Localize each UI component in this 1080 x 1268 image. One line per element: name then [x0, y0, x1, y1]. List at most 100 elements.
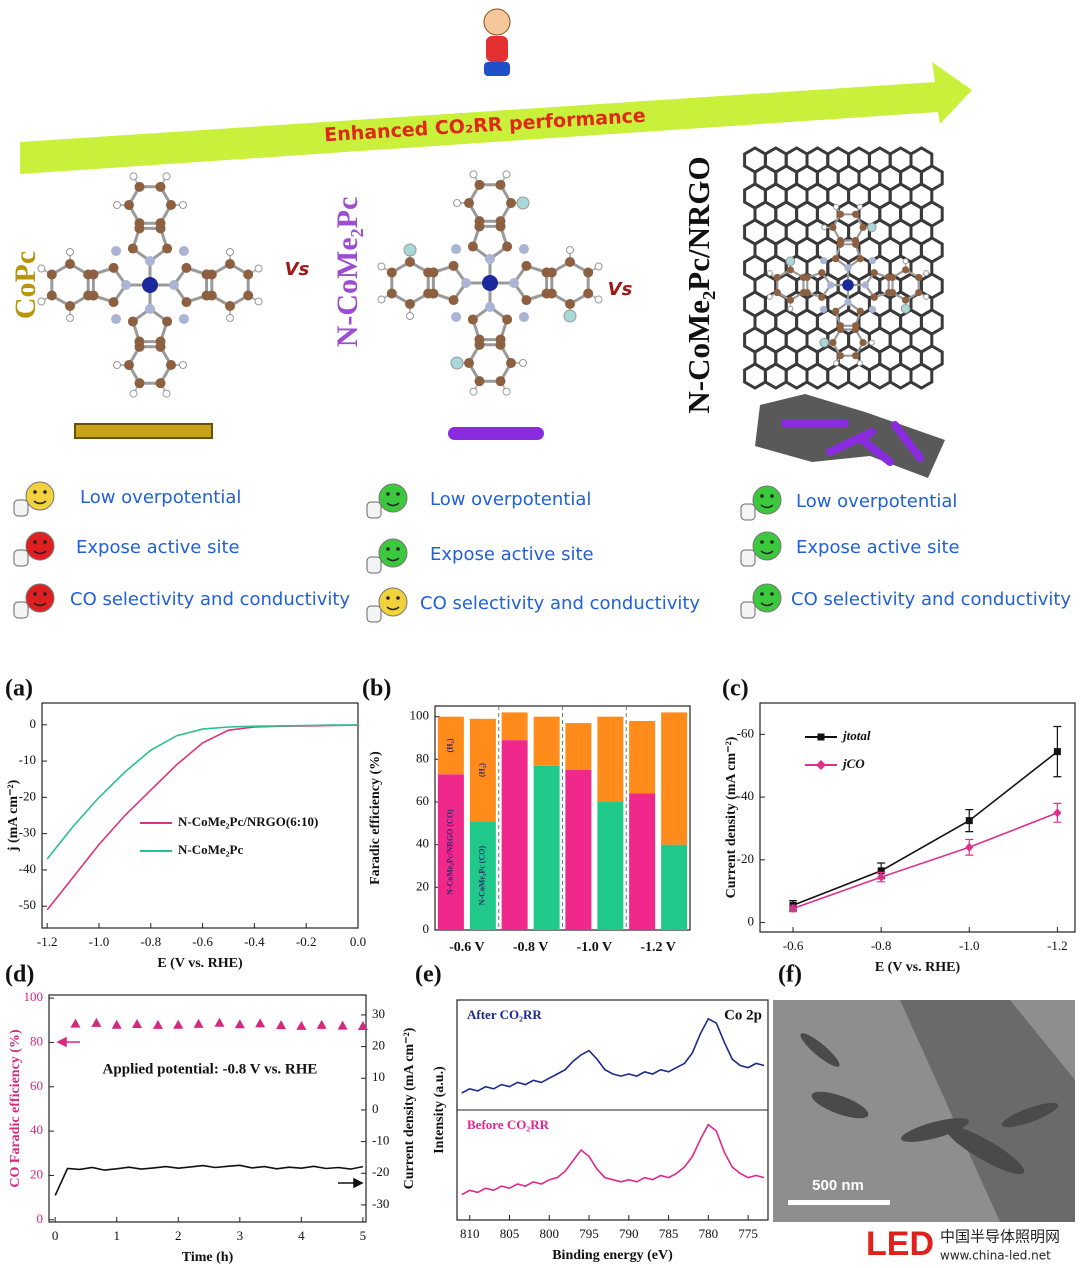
thumb-hand — [13, 549, 29, 567]
y-tick-label: 0 — [748, 914, 755, 929]
face-icon — [25, 481, 55, 511]
y2-tick-label: 0 — [372, 1101, 379, 1116]
bar-segment — [661, 712, 688, 845]
me2pc-rod — [826, 428, 876, 456]
bar-segment — [501, 740, 528, 930]
y2-axis-label: Current density (mA cm⁻²) — [402, 1027, 417, 1189]
marker — [337, 1020, 348, 1030]
bar-segment — [565, 770, 592, 930]
y2-tick-label: 20 — [372, 1038, 385, 1053]
hydrogen — [66, 314, 74, 322]
y-axis-label: j (mA cm⁻²) — [6, 779, 21, 852]
carbon — [502, 241, 513, 252]
carbon — [243, 269, 254, 280]
panel-label: (d) — [5, 962, 34, 988]
marker — [276, 1020, 287, 1030]
y-tick-label: 40 — [416, 836, 429, 851]
carbon — [836, 352, 845, 360]
panel-label: (a) — [5, 676, 33, 702]
hydrogen — [469, 170, 478, 179]
tem-rod — [945, 1125, 1025, 1175]
x-tick-label: 2 — [175, 1228, 182, 1243]
carbon — [474, 179, 485, 190]
hydrogen — [868, 339, 875, 346]
marker — [1053, 808, 1062, 818]
segment-label: (H₂) — [478, 763, 487, 777]
nitrogen — [509, 278, 519, 288]
plot-frame — [759, 702, 1076, 933]
marker — [214, 1017, 225, 1027]
nitrogen — [485, 254, 495, 264]
vs-label: Vs — [285, 259, 310, 280]
carbon — [162, 316, 173, 327]
y-tick-label: -20 — [19, 788, 36, 803]
marker — [234, 1019, 245, 1029]
hydrogen — [594, 262, 603, 271]
thumb-hand — [740, 549, 756, 567]
x-axis-label: E (V vs. RHE) — [875, 960, 961, 975]
face-icon — [25, 583, 55, 613]
x-tick-label: 5 — [360, 1228, 367, 1243]
catalyst-name: CoPc — [9, 251, 42, 319]
x-tick-label: 780 — [699, 1226, 719, 1241]
y-tick-label: 20 — [30, 1166, 43, 1181]
hydrogen — [377, 295, 386, 304]
marker — [316, 1019, 327, 1029]
x-tick-label: 4 — [298, 1228, 305, 1243]
hydrogen — [453, 199, 461, 207]
nitrogen — [485, 302, 495, 312]
copc-rod — [74, 423, 213, 439]
runner-body — [486, 36, 508, 62]
face-mouth — [386, 557, 400, 562]
carbon — [448, 260, 459, 271]
y2-tick-label: 10 — [372, 1069, 385, 1084]
scale-bar-label: 500 nm — [812, 1177, 864, 1194]
carbon — [832, 307, 840, 315]
legend-marker — [816, 760, 826, 770]
face-icon — [752, 485, 782, 515]
x-tick-label: -1.2 V — [640, 940, 676, 955]
watermark-logo: LED — [866, 1225, 934, 1263]
carbon — [851, 210, 860, 218]
hydrogen — [37, 297, 46, 306]
legend-label: jtotal — [841, 728, 871, 743]
carbon — [448, 295, 459, 306]
marker — [965, 842, 974, 852]
tem-rod — [1001, 1102, 1059, 1128]
carbon — [181, 262, 192, 273]
carbon — [108, 297, 119, 308]
y-axis-label: Faradic efficiency (%) — [368, 751, 383, 885]
bar-segment — [437, 774, 464, 930]
marker — [357, 1021, 368, 1031]
carbon — [46, 269, 57, 280]
x-tick-label: 785 — [659, 1226, 679, 1241]
carbon — [565, 299, 575, 309]
catalyst-name: N-CoMe₂Pc/NRGO — [681, 156, 716, 413]
face-icon — [378, 587, 408, 617]
y-axis-label: CO Faradic efficiency (%) — [8, 1029, 23, 1188]
carbon — [856, 255, 864, 263]
nitrogen — [868, 256, 877, 265]
nitrogen — [844, 298, 852, 306]
methyl — [819, 337, 830, 348]
face-mouth — [760, 504, 774, 509]
hydrogen — [502, 387, 511, 396]
x-tick-label: -0.4 — [244, 934, 265, 949]
hydrogen — [113, 201, 121, 209]
runner-head — [483, 8, 511, 36]
carbon — [225, 301, 235, 311]
face-eye — [386, 492, 390, 496]
data-line — [54, 1164, 364, 1196]
data-line — [792, 812, 1058, 910]
nitrogen — [844, 264, 852, 272]
methyl — [516, 196, 530, 210]
legend-label: N-CoMe₂Pc/NRGO(6:10) — [178, 814, 318, 829]
watermark-url: www.china-led.net — [940, 1249, 1051, 1263]
nitrogen — [518, 244, 529, 255]
marker — [152, 1019, 163, 1029]
data-line — [46, 724, 358, 860]
carbon — [870, 269, 878, 277]
bar-segment — [629, 720, 656, 794]
methyl — [450, 356, 464, 370]
